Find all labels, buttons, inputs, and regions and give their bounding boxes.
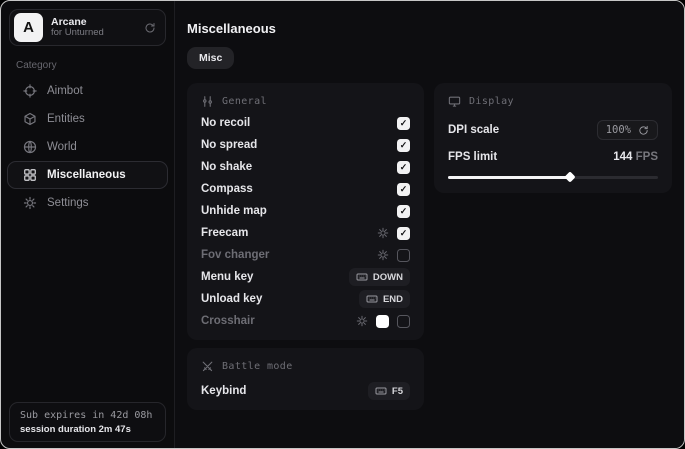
setting-label: FPS limit (448, 151, 498, 163)
keyboard-icon (366, 293, 378, 305)
setting-label: Fov changer (201, 249, 270, 261)
setting-row-keybind: Keybind F5 (201, 382, 410, 400)
session-duration-text: session duration 2m 47s (20, 424, 131, 435)
keybind-value: END (382, 293, 403, 305)
dpi-scale-value: 100% (605, 124, 631, 136)
sidebar-item-entities[interactable]: Entities (7, 105, 168, 133)
fov-changer-checkbox[interactable] (397, 248, 410, 262)
sub-expires-text: Sub expires in 42d 08h (20, 410, 153, 421)
sidebar-item-label: Miscellaneous (47, 169, 126, 181)
dpi-scale-control[interactable]: 100% (596, 120, 658, 140)
fps-limit-slider[interactable] (448, 171, 658, 183)
sidebar-item-settings[interactable]: Settings (7, 189, 168, 217)
app-subtitle: for Unturned (51, 27, 104, 39)
gear-icon[interactable] (377, 227, 389, 239)
setting-row-fps-limit: FPS limit 144 FPS (448, 150, 658, 164)
app-logo: A (14, 13, 43, 42)
sliders-icon (201, 95, 214, 108)
display-panel: Display DPI scale 100% FPS limit 144 FPS (434, 83, 672, 193)
no-shake-checkbox[interactable]: ✓ (397, 160, 410, 174)
unload-key-binding[interactable]: END (358, 290, 410, 308)
fps-slider-fill (448, 176, 570, 179)
tab-misc[interactable]: Misc (187, 47, 235, 69)
panel-title: Battle mode (222, 361, 293, 372)
slider-thumb[interactable] (564, 171, 576, 183)
subscription-info-box: Sub expires in 42d 08h session duration … (9, 402, 166, 442)
battle-keybind-binding[interactable]: F5 (367, 382, 410, 400)
monitor-icon (448, 95, 461, 108)
keyboard-icon (375, 385, 387, 397)
swords-icon (201, 360, 214, 373)
setting-row-compass: Compass ✓ (201, 182, 410, 196)
no-spread-checkbox[interactable]: ✓ (397, 138, 410, 152)
no-recoil-checkbox[interactable]: ✓ (397, 116, 410, 130)
freecam-checkbox[interactable]: ✓ (397, 226, 410, 240)
fps-limit-value: 144 FPS (613, 151, 658, 163)
unhide-map-checkbox[interactable]: ✓ (397, 204, 410, 218)
refresh-icon[interactable] (144, 22, 156, 34)
compass-checkbox[interactable]: ✓ (397, 182, 410, 196)
gear-icon[interactable] (356, 315, 368, 327)
setting-label: Keybind (201, 385, 247, 397)
setting-row-freecam: Freecam ✓ (201, 226, 410, 240)
sidebar-nav: Aimbot Entities World Miscellaneous (1, 77, 174, 217)
setting-label: Crosshair (201, 315, 255, 327)
setting-row-no-recoil: No recoil ✓ (201, 116, 410, 130)
setting-label: No recoil (201, 117, 251, 129)
sidebar-item-world[interactable]: World (7, 133, 168, 161)
setting-label: Menu key (201, 271, 254, 283)
setting-row-no-shake: No shake ✓ (201, 160, 410, 174)
sidebar-item-label: Settings (47, 197, 89, 209)
keybind-value: DOWN (372, 271, 403, 283)
main-content: Miscellaneous Misc General No recoil ✓ (175, 1, 684, 448)
general-panel: General No recoil ✓ No spread ✓ No shake… (187, 83, 424, 340)
setting-label: Compass (201, 183, 253, 195)
crosshair-icon (23, 84, 37, 98)
crosshair-color-swatch[interactable] (376, 314, 389, 328)
sidebar-item-label: World (47, 141, 77, 153)
sidebar-item-aimbot[interactable]: Aimbot (7, 77, 168, 105)
keybind-value: F5 (391, 385, 403, 397)
sidebar: A Arcane for Unturned Category Aimbot En… (1, 1, 175, 448)
reset-icon[interactable] (638, 125, 649, 136)
setting-row-unload-key: Unload key END (201, 290, 410, 308)
setting-row-menu-key: Menu key DOWN (201, 268, 410, 286)
panel-title: General (222, 96, 267, 107)
setting-row-crosshair: Crosshair (201, 314, 410, 328)
app-name: Arcane (51, 16, 87, 28)
gear-icon[interactable] (377, 249, 389, 261)
battle-mode-panel: Battle mode Keybind F5 (187, 348, 424, 410)
setting-row-no-spread: No spread ✓ (201, 138, 410, 152)
sidebar-item-label: Aimbot (47, 85, 83, 97)
crosshair-checkbox[interactable] (397, 314, 410, 328)
sidebar-item-miscellaneous[interactable]: Miscellaneous (7, 161, 168, 189)
globe-icon (23, 140, 37, 154)
setting-label: No spread (201, 139, 258, 151)
setting-label: No shake (201, 161, 253, 173)
gear-icon (23, 196, 37, 210)
menu-key-binding[interactable]: DOWN (348, 268, 410, 286)
page-title: Miscellaneous (187, 21, 276, 36)
setting-row-dpi-scale: DPI scale 100% (448, 119, 658, 141)
cube-icon (23, 112, 37, 126)
app-header-card: A Arcane for Unturned (9, 9, 166, 46)
setting-label: Freecam (201, 227, 249, 239)
setting-label: DPI scale (448, 124, 500, 136)
panel-title: Display (469, 96, 514, 107)
setting-label: Unload key (201, 293, 263, 305)
category-label: Category (16, 60, 57, 71)
sidebar-item-label: Entities (47, 113, 85, 125)
grid-icon (23, 168, 37, 182)
setting-row-fov-changer: Fov changer (201, 248, 410, 262)
keyboard-icon (356, 271, 368, 283)
setting-label: Unhide map (201, 205, 267, 217)
setting-row-unhide-map: Unhide map ✓ (201, 204, 410, 218)
